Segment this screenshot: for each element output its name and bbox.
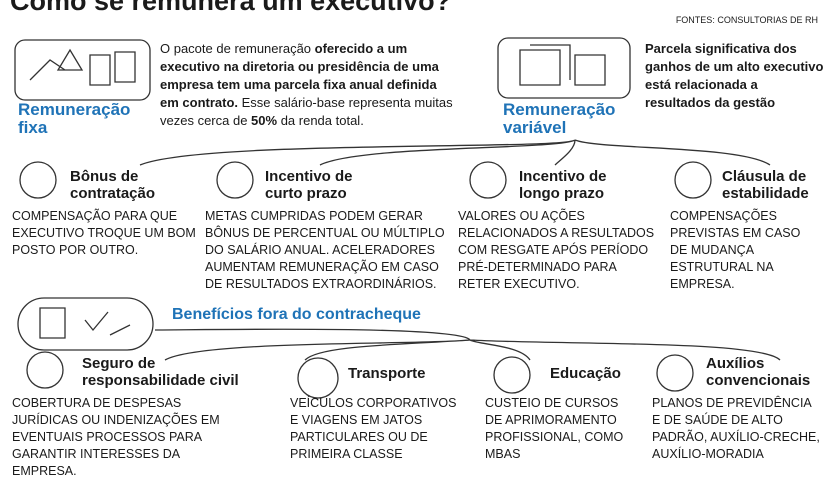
text: oferecido a um executivo na diretoria ou… — [160, 41, 439, 110]
item-title: Cláusula de estabilidade — [722, 168, 809, 202]
icon-variable — [519, 44, 606, 86]
icon-box — [497, 37, 631, 99]
item-title: Educação — [550, 365, 621, 382]
icon — [656, 354, 694, 392]
connectors — [154, 328, 781, 361]
title: Como se remunera um executivo? — [10, 0, 452, 16]
item-text: VEÍCULOS CORPORATIVOS E VIAGENS EM JATOS… — [290, 396, 457, 461]
icon-benefits — [39, 307, 131, 339]
item-title: Bônus de contratação — [70, 168, 156, 202]
item-text: COMPENSAÇÕES PREVISTAS EM CASO DE MUDANÇ… — [670, 209, 801, 291]
icon — [674, 161, 712, 199]
page: Como se remunera um executivo? FONTES: C… — [10, 0, 824, 478]
icon — [19, 161, 57, 199]
icon — [469, 161, 507, 199]
source: FONTES: CONSULTORIAS DE RH — [675, 15, 818, 25]
item-title: Incentivo de longo prazo — [519, 168, 607, 202]
item-title: Seguro de responsabilidade civil — [82, 355, 239, 389]
icon — [297, 357, 339, 399]
benefits-label: Benefícios fora do contracheque — [172, 306, 421, 323]
item-text: PLANOS DE PREVIDÊNCIA E DE SAÚDE DE ALTO… — [652, 396, 820, 461]
item-text: METAS CUMPRIDAS PODEM GERAR BÔNUS DE PER… — [205, 209, 445, 291]
connectors — [139, 139, 771, 166]
item-title: Auxílios convencionais — [706, 355, 811, 389]
item-text: COBERTURA DE DESPESAS JURÍDICAS OU INDEN… — [12, 396, 220, 478]
icon — [26, 351, 64, 389]
item-text: COMPENSAÇÃO PARA QUE EXECUTIVO TROQUE UM… — [12, 209, 196, 257]
item-text: VALORES OU AÇÕES RELACIONADOS A RESULTAD… — [458, 209, 655, 291]
text: 50% — [251, 113, 278, 128]
variable-label: Remuneração variável — [503, 100, 616, 137]
fixed-label: Remuneração fixa — [18, 100, 131, 137]
decorations — [14, 37, 781, 399]
text: O pacote de remuneração — [160, 41, 315, 56]
icon-box — [17, 297, 154, 351]
fixed-text: O pacote de remuneração oferecido a um e… — [160, 40, 455, 130]
item-title: Incentivo de curto prazo — [265, 168, 353, 202]
icon-fixed — [29, 48, 136, 86]
item-text: CUSTEIO DE CURSOS DE APRIMORAMENTO PROFI… — [485, 396, 624, 461]
item-title: Transporte — [348, 365, 426, 382]
variable-text: Parcela significativa dos ganhos de um a… — [645, 41, 824, 110]
icon-box — [14, 39, 151, 101]
icon — [493, 356, 531, 394]
icon — [216, 161, 254, 199]
text: da renda total. — [277, 113, 364, 128]
text: Esse salário-base representa muitas veze… — [160, 95, 453, 128]
